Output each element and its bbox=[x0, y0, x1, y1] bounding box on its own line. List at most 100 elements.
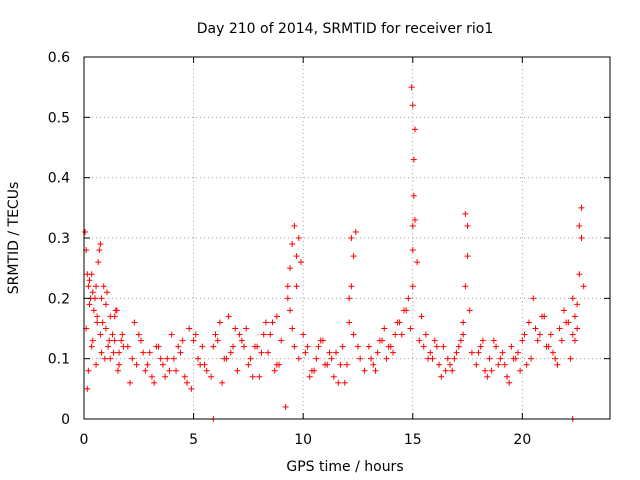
data-point bbox=[372, 367, 379, 374]
data-point bbox=[576, 271, 583, 278]
data-point bbox=[127, 379, 134, 386]
data-point bbox=[85, 367, 92, 374]
data-point bbox=[486, 355, 493, 362]
data-point bbox=[216, 319, 223, 326]
data-point bbox=[499, 349, 506, 356]
data-point bbox=[89, 289, 96, 296]
data-point bbox=[479, 337, 486, 344]
data-point bbox=[447, 361, 454, 368]
data-point bbox=[86, 277, 93, 284]
data-point bbox=[536, 331, 543, 338]
data-point bbox=[477, 343, 484, 350]
x-tick-label: 10 bbox=[294, 432, 312, 448]
data-point bbox=[326, 349, 333, 356]
data-point bbox=[105, 343, 112, 350]
data-point bbox=[407, 325, 414, 332]
data-point bbox=[210, 343, 217, 350]
data-point bbox=[346, 295, 353, 302]
data-point bbox=[411, 126, 418, 133]
data-point bbox=[179, 337, 186, 344]
data-point bbox=[560, 307, 567, 314]
data-point bbox=[497, 355, 504, 362]
data-point bbox=[455, 343, 462, 350]
data-point bbox=[256, 373, 263, 380]
data-point bbox=[484, 373, 491, 380]
data-point bbox=[238, 337, 245, 344]
data-point bbox=[464, 222, 471, 229]
data-point bbox=[431, 337, 438, 344]
data-point bbox=[578, 204, 585, 211]
data-point bbox=[344, 361, 350, 368]
data-point bbox=[449, 367, 456, 374]
data-point bbox=[112, 307, 119, 314]
data-point bbox=[508, 343, 515, 350]
data-point bbox=[462, 210, 469, 217]
data-point bbox=[142, 367, 149, 374]
data-point bbox=[383, 355, 390, 362]
data-point bbox=[403, 307, 410, 314]
data-point bbox=[354, 343, 361, 350]
data-point bbox=[85, 283, 92, 290]
data-point bbox=[517, 367, 524, 374]
data-point bbox=[503, 373, 510, 380]
data-point bbox=[376, 337, 383, 344]
data-point bbox=[420, 343, 427, 350]
data-point bbox=[227, 349, 234, 356]
data-point bbox=[88, 343, 95, 350]
data-point bbox=[374, 349, 381, 356]
data-point bbox=[348, 283, 355, 290]
data-point bbox=[247, 355, 254, 362]
data-point bbox=[313, 355, 320, 362]
data-point bbox=[576, 222, 583, 229]
data-point bbox=[436, 361, 443, 368]
data-point bbox=[328, 355, 335, 362]
data-point bbox=[94, 319, 101, 326]
data-point bbox=[444, 355, 451, 362]
data-point bbox=[567, 355, 574, 362]
data-point bbox=[466, 307, 473, 314]
data-point bbox=[291, 343, 298, 350]
data-point bbox=[405, 295, 412, 302]
data-point bbox=[408, 84, 415, 91]
data-point bbox=[453, 349, 460, 356]
data-point bbox=[418, 313, 425, 320]
data-point bbox=[422, 331, 429, 338]
data-point bbox=[554, 361, 561, 368]
data-point bbox=[495, 361, 502, 368]
data-point bbox=[519, 337, 526, 344]
data-point bbox=[284, 295, 291, 302]
data-point bbox=[468, 349, 475, 356]
data-point bbox=[460, 319, 467, 326]
data-point bbox=[243, 325, 250, 332]
data-point bbox=[302, 349, 309, 356]
data-point bbox=[293, 253, 300, 260]
data-point bbox=[578, 235, 585, 241]
data-point bbox=[109, 331, 116, 338]
data-point bbox=[240, 343, 247, 350]
data-point bbox=[409, 283, 416, 290]
data-point bbox=[574, 325, 581, 332]
x-axis-label: GPS time / hours bbox=[286, 459, 403, 475]
data-point bbox=[219, 379, 226, 386]
data-point bbox=[569, 331, 576, 338]
data-point bbox=[411, 216, 418, 223]
data-point bbox=[175, 343, 182, 350]
grid-layer bbox=[84, 57, 610, 419]
data-point bbox=[118, 337, 125, 344]
data-point bbox=[148, 373, 155, 380]
data-point bbox=[100, 283, 107, 290]
data-point bbox=[111, 313, 118, 320]
data-point bbox=[184, 379, 191, 386]
data-point bbox=[409, 247, 416, 254]
data-point bbox=[162, 373, 169, 380]
data-point bbox=[107, 355, 114, 362]
data-point bbox=[232, 325, 239, 332]
data-point bbox=[157, 355, 164, 362]
y-tick-label: 0 bbox=[61, 412, 70, 428]
y-tick-label: 0.6 bbox=[48, 50, 70, 66]
data-point bbox=[293, 283, 300, 290]
data-point bbox=[506, 379, 513, 386]
data-point bbox=[258, 349, 265, 356]
data-point bbox=[201, 361, 208, 368]
